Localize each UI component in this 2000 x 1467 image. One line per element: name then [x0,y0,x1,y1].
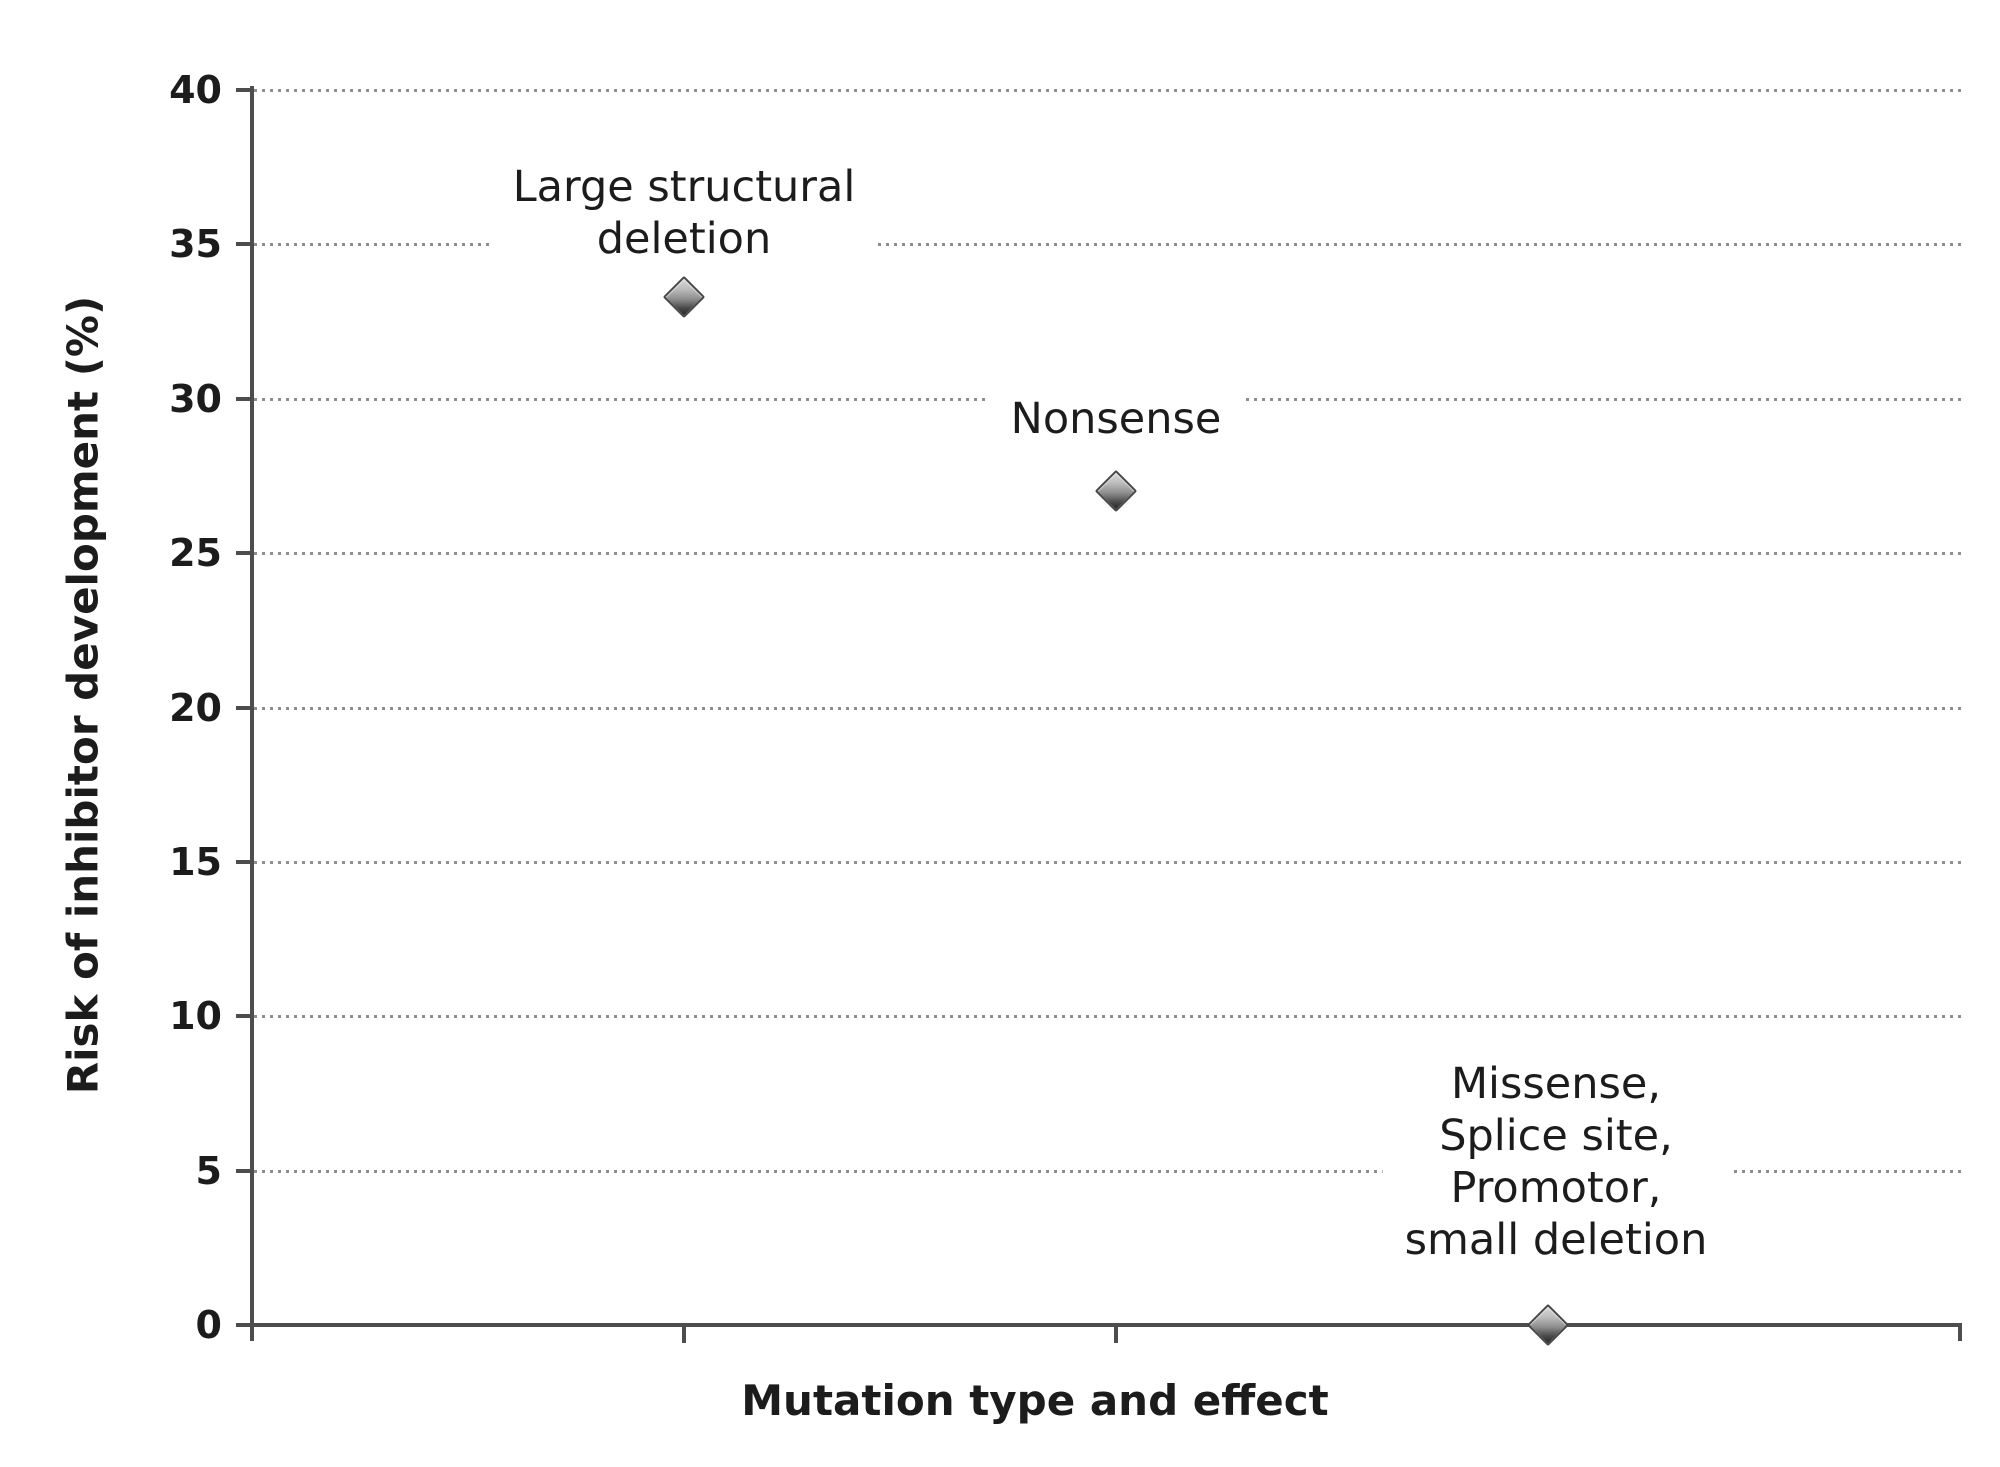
data-point-marker-diamond [1526,1303,1570,1347]
y-tick-mark [236,1014,252,1019]
y-tick-label: 20 [169,685,222,730]
x-tick-mark [682,1327,686,1343]
y-tick-label: 35 [169,222,222,267]
y-tick-label: 15 [169,839,222,884]
y-axis-line [250,86,254,1341]
gridline [254,89,1962,92]
data-point-label: Missense, Splice site, Promotor, small d… [1382,1056,1730,1268]
y-tick-mark [236,88,252,92]
y-tick-mark [236,1323,252,1327]
y-tick-label: 40 [169,68,222,112]
y-tick-mark [236,705,252,710]
gridline [254,552,1962,556]
y-tick-mark [236,396,252,401]
gridline [254,706,1962,710]
data-point-label: Large structural deletion [490,158,878,267]
y-tick-label: 30 [169,376,222,421]
gridline [254,1015,1962,1019]
data-point-marker-diamond [662,275,706,319]
y-tick-label: 0 [195,1303,222,1347]
y-tick-mark [236,859,252,864]
gridline [254,1169,1962,1173]
y-tick-mark [236,242,252,247]
y-tick-label: 25 [169,531,222,576]
y-tick-mark [236,551,252,556]
gridline [254,860,1962,864]
y-tick-label: 10 [169,994,222,1039]
x-tick-mark [1114,1327,1118,1343]
y-tick-mark [236,1168,252,1173]
y-axis-title: Risk of inhibitor development (%) [58,295,108,1095]
x-axis-line [250,1323,1962,1327]
data-point-marker-diamond [1094,470,1138,513]
x-axis-title: Mutation type and effect [741,1376,1329,1425]
y-tick-label: 5 [195,1148,222,1193]
x-axis-end-tick [1958,1323,1962,1341]
gridline [254,243,1962,247]
data-point-label: Nonsense [988,391,1244,448]
